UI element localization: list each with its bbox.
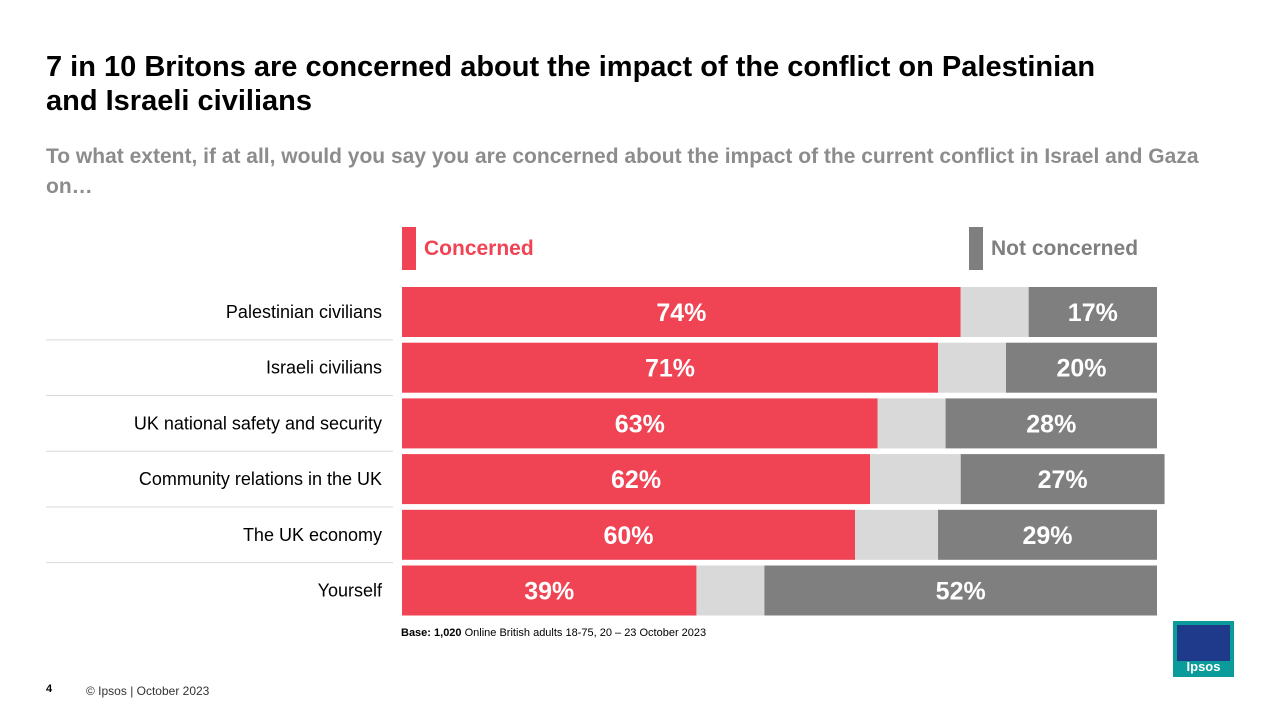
data-label-concerned: 60% — [603, 522, 653, 550]
data-label-concerned: 39% — [524, 578, 574, 606]
bar-concerned — [402, 454, 871, 505]
legend-concerned-label: Concerned — [424, 236, 534, 260]
category-label: Community relations in the UK — [139, 469, 382, 489]
bar-other — [696, 565, 765, 616]
ipsos-logo: Ipsos — [1173, 621, 1234, 677]
bar-not-concerned — [938, 509, 1157, 560]
bar-concerned — [402, 342, 939, 393]
bar-concerned — [402, 565, 697, 616]
data-label-concerned: 74% — [656, 299, 706, 327]
category-label: Yourself — [318, 581, 383, 601]
bar-not-concerned — [1028, 287, 1157, 337]
base-label: Base: 1,020 — [401, 627, 462, 639]
bar-concerned — [402, 287, 961, 337]
data-label-concerned: 62% — [611, 466, 661, 494]
bar-not-concerned — [945, 398, 1157, 449]
data-label-concerned: 63% — [615, 410, 665, 438]
logo-text: Ipsos — [1186, 659, 1221, 674]
legend-not-concerned: Not concerned — [969, 227, 1138, 270]
legend-not-concerned-label: Not concerned — [991, 236, 1139, 260]
copyright-text: © Ipsos | October 2023 — [86, 684, 210, 698]
bar-not-concerned — [764, 565, 1157, 616]
bar-other — [960, 287, 1029, 337]
bar-other — [938, 342, 1006, 393]
bar-concerned — [402, 509, 855, 560]
slide-title: 7 in 10 Britons are concerned about the … — [46, 51, 1096, 117]
data-label-not-concerned: 29% — [1023, 522, 1073, 550]
data-label-not-concerned: 27% — [1038, 466, 1088, 494]
base-note: Base: 1,020 Online British adults 18-75,… — [401, 627, 706, 639]
bar-other — [855, 509, 939, 560]
bar-not-concerned — [960, 454, 1165, 505]
data-label-not-concerned: 52% — [936, 578, 986, 606]
legend-not-concerned-swatch — [969, 227, 983, 270]
category-label: UK national safety and security — [134, 413, 382, 433]
base-text: Online British adults 18-75, 20 – 23 Oct… — [461, 627, 707, 639]
bar-other — [870, 454, 961, 505]
category-label: Palestinian civilians — [226, 302, 382, 322]
question-subtitle: To what extent, if at all, would you say… — [46, 145, 1199, 198]
logo-head-icon — [1177, 625, 1230, 661]
bar-not-concerned — [1006, 342, 1157, 393]
data-label-not-concerned: 28% — [1026, 410, 1076, 438]
data-label-not-concerned: 20% — [1056, 355, 1106, 383]
page-number: 4 — [46, 683, 53, 695]
bar-concerned — [402, 398, 878, 449]
category-label: The UK economy — [243, 525, 382, 545]
legend-concerned-swatch — [402, 227, 416, 270]
data-label-not-concerned: 17% — [1068, 299, 1118, 327]
bar-other — [877, 398, 946, 449]
category-label: Israeli civilians — [266, 358, 382, 378]
legend-concerned: Concerned — [402, 227, 534, 270]
data-label-concerned: 71% — [645, 355, 695, 383]
